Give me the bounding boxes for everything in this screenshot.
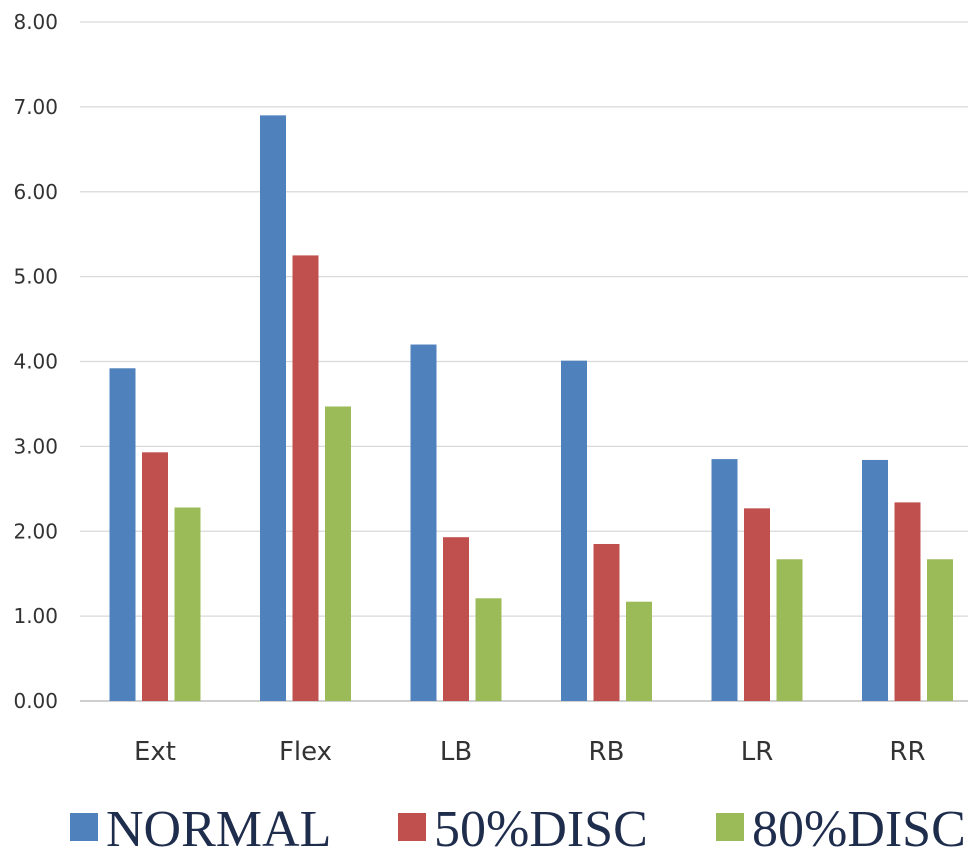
bar-flex-80disc (325, 406, 351, 701)
x-tick-label: RB (589, 737, 625, 767)
y-axis-tick-labels: 0.00 1.00 2.00 3.00 4.00 5.00 6.00 7.00 8.00 (13, 10, 58, 713)
bar-ext-50disc (142, 452, 168, 701)
bars (109, 115, 953, 702)
x-tick-label: LR (741, 737, 774, 767)
bar-flex-normal (260, 115, 286, 702)
y-tick-label: 7.00 (13, 95, 58, 119)
legend-label: 50%DISC (434, 801, 648, 850)
y-tick-label: 2.00 (13, 519, 58, 543)
bar-ext-normal (109, 368, 136, 701)
legend: NORMAL 50%DISC 80%DISC (70, 801, 966, 850)
legend-label: 80%DISC (752, 801, 966, 850)
y-tick-label: 5.00 (13, 265, 58, 289)
y-tick-label: 6.00 (13, 180, 58, 204)
bar-ext-80disc (174, 507, 201, 701)
legend-swatch (716, 813, 744, 841)
x-tick-label: Ext (134, 737, 176, 767)
bar-rr-normal (862, 459, 888, 701)
bar-flex-50disc (292, 255, 319, 701)
legend-item-normal: NORMAL (70, 801, 331, 850)
y-tick-label: 4.00 (13, 350, 58, 374)
legend-label: NORMAL (106, 801, 331, 850)
legend-swatch (398, 813, 426, 841)
legend-item-50disc: 50%DISC (398, 801, 648, 850)
bar-lb-normal (410, 344, 437, 701)
bar-rr-50disc (894, 502, 921, 701)
y-tick-label: 8.00 (13, 10, 58, 34)
gridlines (80, 21, 968, 702)
legend-swatch (70, 813, 98, 841)
bar-lr-normal (711, 459, 738, 701)
x-tick-label: Flex (279, 737, 332, 767)
bar-lb-50disc (443, 537, 469, 701)
bar-lb-80disc (475, 598, 502, 701)
y-tick-label: 1.00 (13, 604, 58, 628)
bar-lr-80disc (776, 559, 803, 701)
bar-lr-50disc (744, 508, 770, 701)
bar-rr-80disc (927, 559, 953, 701)
bar-rb-80disc (626, 601, 652, 701)
x-tick-label: LB (440, 737, 472, 767)
y-tick-label: 3.00 (13, 434, 58, 458)
bar-rb-50disc (593, 543, 620, 701)
x-axis-tick-labels: Ext Flex LB RB LR RR (134, 737, 926, 767)
bar-rb-normal (561, 360, 587, 701)
y-tick-label: 0.00 (13, 689, 58, 713)
x-tick-label: RR (889, 737, 925, 767)
legend-item-80disc: 80%DISC (716, 801, 966, 850)
